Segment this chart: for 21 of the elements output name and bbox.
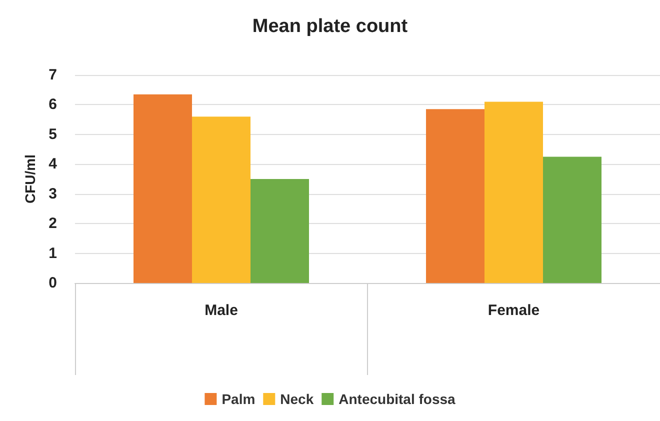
bar: [250, 179, 309, 283]
bar: [543, 156, 602, 283]
y-tick-label: 5: [48, 126, 57, 143]
x-tick-label: Male: [204, 302, 238, 319]
legend-label: Neck: [280, 391, 314, 407]
bar: [192, 116, 250, 283]
y-tick-label: 7: [48, 66, 57, 84]
y-tick-label: 2: [48, 215, 57, 232]
legend-label: Antecubital fossa: [338, 391, 456, 407]
x-tick-label: Female: [488, 302, 540, 319]
y-tick-label: 4: [48, 156, 58, 173]
chart-title: Mean plate count: [252, 16, 408, 37]
y-tick-label: 0: [48, 274, 57, 292]
bar: [484, 102, 543, 283]
y-tick-label: 6: [48, 96, 57, 114]
y-tick-label: 3: [48, 185, 57, 202]
y-tick-label: 1: [48, 244, 57, 262]
bar: [134, 94, 192, 283]
y-axis-title: CFU/ml: [22, 154, 38, 204]
bar: [426, 109, 484, 283]
legend-label: Palm: [222, 391, 256, 407]
